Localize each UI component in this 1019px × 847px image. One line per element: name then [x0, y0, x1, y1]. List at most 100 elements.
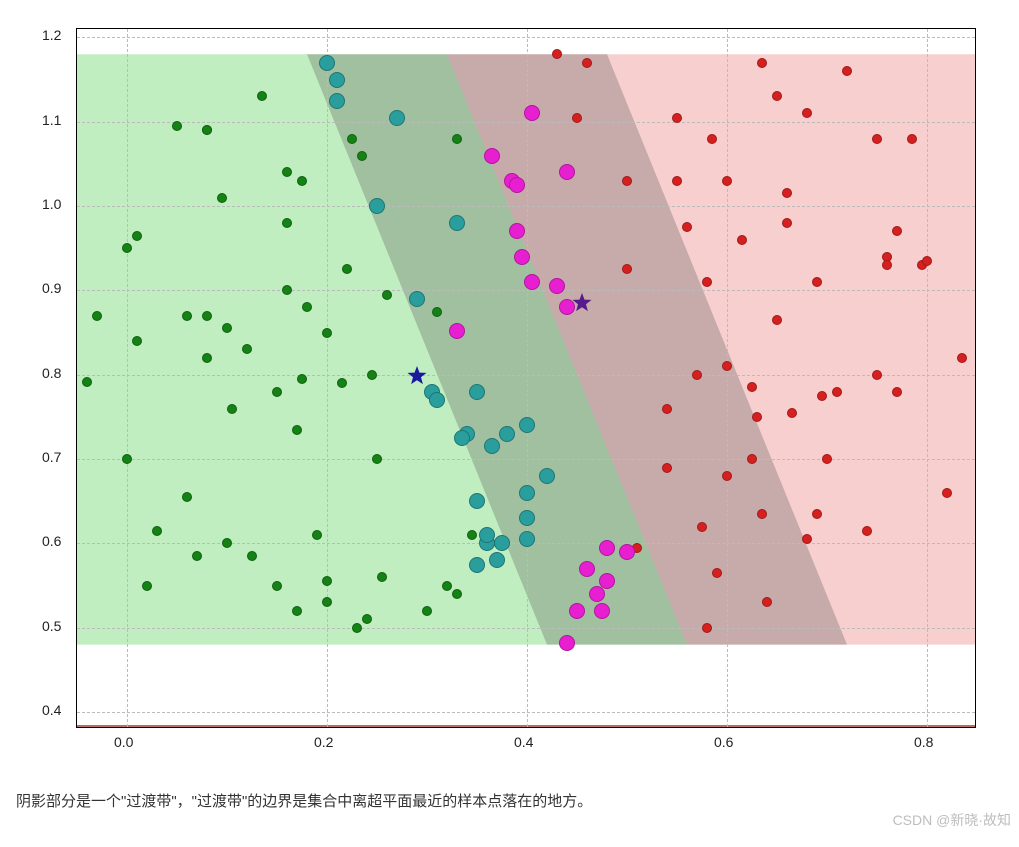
point-magenta-sv: [579, 561, 595, 577]
point-green: [292, 606, 302, 616]
point-green: [272, 581, 282, 591]
point-green: [132, 336, 142, 346]
point-red: [582, 58, 592, 68]
point-red: [812, 277, 822, 287]
x-tick-label: 0.4: [514, 734, 533, 750]
point-magenta-sv: [559, 164, 575, 180]
point-green: [122, 243, 132, 253]
point-red: [722, 176, 732, 186]
point-red: [842, 66, 852, 76]
point-red: [782, 218, 792, 228]
point-red: [722, 361, 732, 371]
point-green: [152, 526, 162, 536]
point-teal-sv: [519, 531, 535, 547]
point-red: [832, 387, 842, 397]
gridline-h: [77, 37, 975, 38]
point-red: [747, 454, 757, 464]
point-teal-sv: [319, 55, 335, 71]
point-red: [757, 509, 767, 519]
point-green: [302, 302, 312, 312]
point-green: [452, 134, 462, 144]
point-teal-sv: [479, 527, 495, 543]
point-magenta-sv: [509, 177, 525, 193]
point-green: [357, 151, 367, 161]
centroid-star: [405, 364, 429, 388]
point-teal-sv: [469, 384, 485, 400]
point-green: [282, 285, 292, 295]
point-green: [322, 328, 332, 338]
gridline-h: [77, 375, 975, 376]
point-teal-sv: [484, 438, 500, 454]
point-red: [772, 91, 782, 101]
y-tick-label: 0.6: [42, 533, 61, 549]
point-red: [662, 404, 672, 414]
gridline-h: [77, 122, 975, 123]
point-green: [382, 290, 392, 300]
point-green: [272, 387, 282, 397]
gridline-h: [77, 290, 975, 291]
point-magenta-sv: [484, 148, 500, 164]
point-magenta-sv: [524, 105, 540, 121]
point-green: [92, 311, 102, 321]
point-green: [342, 264, 352, 274]
point-green: [347, 134, 357, 144]
point-teal-sv: [519, 510, 535, 526]
point-green: [247, 551, 257, 561]
point-green: [377, 572, 387, 582]
svm-margin-chart: 0.00.20.40.60.80.40.50.60.70.80.91.01.11…: [16, 16, 986, 776]
point-red: [622, 176, 632, 186]
point-magenta-sv: [569, 603, 585, 619]
x-tick-label: 0.2: [314, 734, 333, 750]
point-red: [672, 113, 682, 123]
point-teal-sv: [519, 417, 535, 433]
point-green: [282, 167, 292, 177]
point-magenta-sv: [594, 603, 610, 619]
point-red: [862, 526, 872, 536]
point-red: [737, 235, 747, 245]
point-green: [352, 623, 362, 633]
point-green: [82, 377, 92, 387]
point-green: [432, 307, 442, 317]
point-red: [682, 222, 692, 232]
point-red: [872, 134, 882, 144]
point-teal-sv: [329, 72, 345, 88]
y-tick-label: 0.7: [42, 449, 61, 465]
point-magenta-sv: [524, 274, 540, 290]
point-green: [337, 378, 347, 388]
y-tick-label: 0.5: [42, 618, 61, 634]
gridline-h: [77, 206, 975, 207]
point-red: [762, 597, 772, 607]
point-red: [892, 387, 902, 397]
point-green: [312, 530, 322, 540]
point-magenta-sv: [559, 635, 575, 651]
point-red: [692, 370, 702, 380]
centroid-star: [570, 291, 594, 315]
gridline-h: [77, 459, 975, 460]
point-red: [822, 454, 832, 464]
y-tick-label: 0.9: [42, 280, 61, 296]
point-red: [922, 256, 932, 266]
point-magenta-sv: [509, 223, 525, 239]
point-teal-sv: [409, 291, 425, 307]
point-red: [702, 623, 712, 633]
y-tick-label: 1.2: [42, 27, 61, 43]
point-green: [322, 576, 332, 586]
point-red: [882, 260, 892, 270]
point-green: [467, 530, 477, 540]
point-red: [712, 568, 722, 578]
point-teal-sv: [489, 552, 505, 568]
x-tick-label: 0.6: [714, 734, 733, 750]
point-green: [452, 589, 462, 599]
point-red: [812, 509, 822, 519]
point-red: [572, 113, 582, 123]
point-green: [422, 606, 432, 616]
point-red: [622, 264, 632, 274]
y-tick-label: 1.0: [42, 196, 61, 212]
gridline-v: [527, 29, 528, 727]
x-tick-label: 0.0: [114, 734, 133, 750]
point-red: [892, 226, 902, 236]
point-green: [132, 231, 142, 241]
point-red: [782, 188, 792, 198]
plot-area: [76, 28, 976, 728]
point-green: [122, 454, 132, 464]
